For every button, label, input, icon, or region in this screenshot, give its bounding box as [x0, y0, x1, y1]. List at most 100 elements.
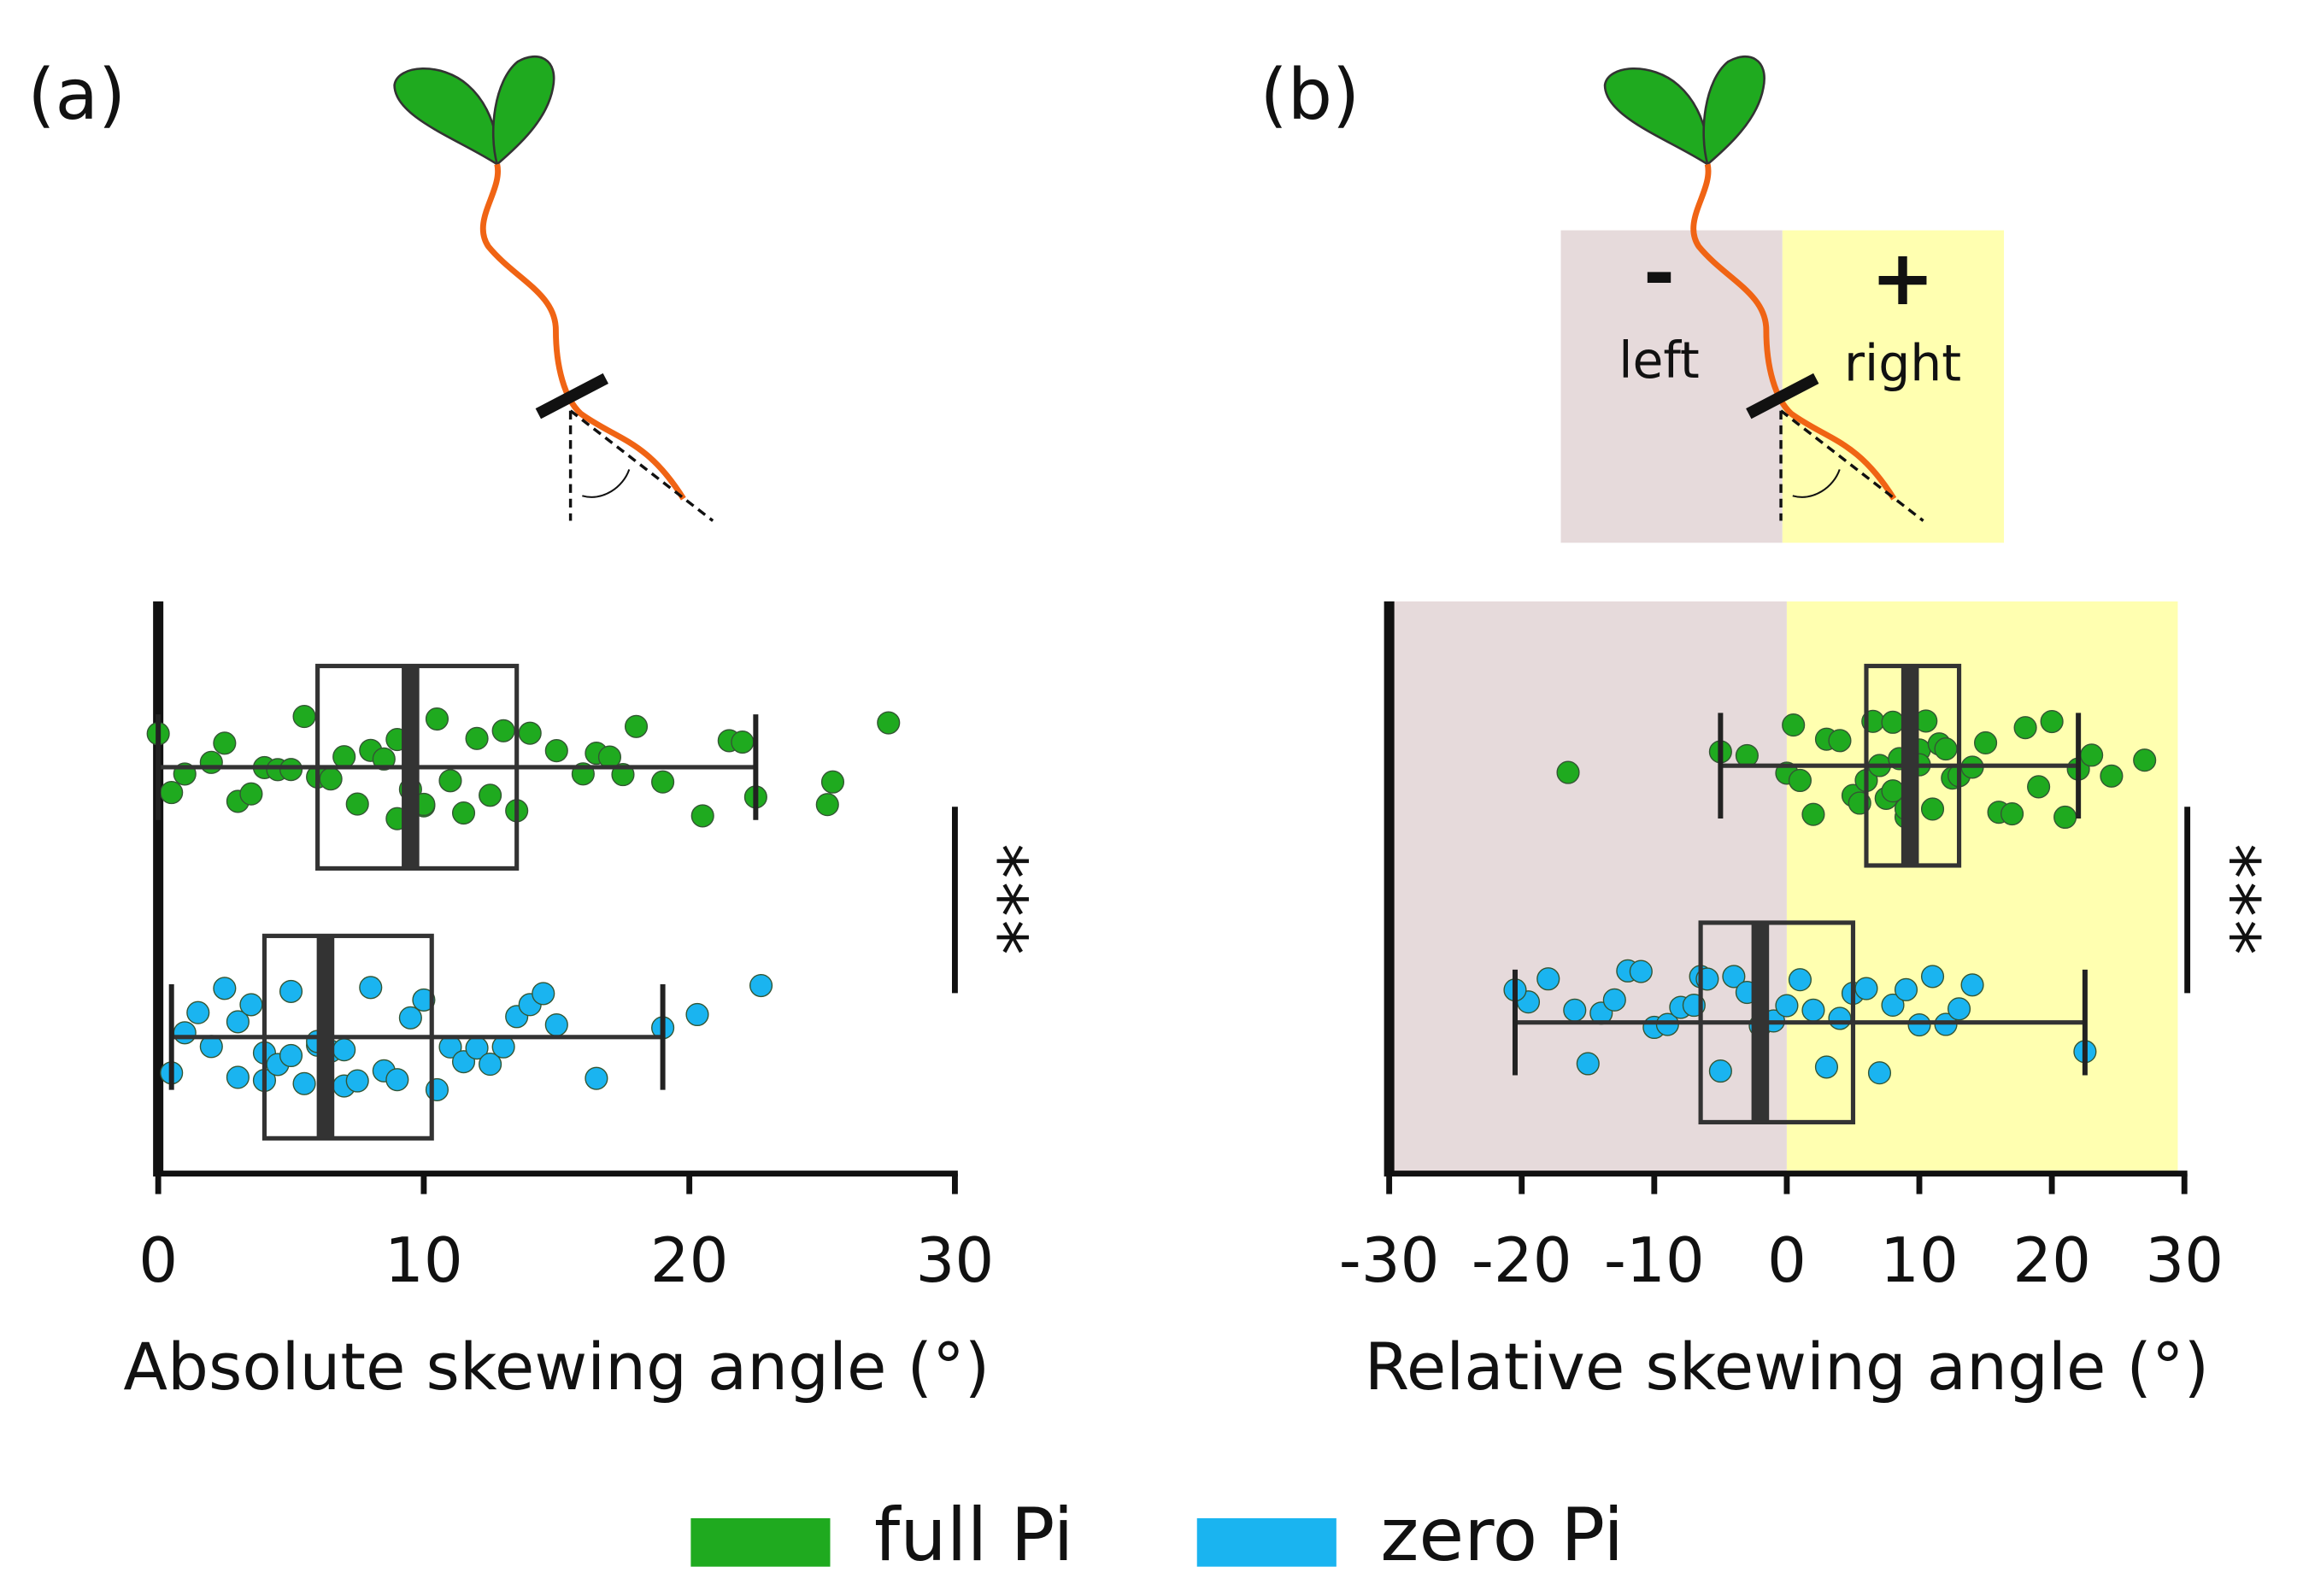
data-point	[438, 769, 462, 793]
inset-right-bg	[1782, 230, 2005, 543]
data-point	[1934, 737, 1958, 761]
region	[1786, 601, 2178, 1174]
x-tick-label: 20	[2012, 1225, 2091, 1297]
inset-label: left	[1619, 332, 1700, 390]
x-tick-label: 30	[2145, 1225, 2224, 1297]
median	[402, 666, 420, 869]
legend-label: zero Pi	[1380, 1493, 1624, 1578]
data-point	[1536, 967, 1560, 991]
data-point	[491, 719, 515, 742]
x-axis-label: Relative skewing angle (°)	[1365, 1329, 2209, 1405]
x-tick-label: -20	[1472, 1225, 1572, 1297]
data-point	[585, 1066, 608, 1090]
panel-label: (a)	[27, 55, 126, 136]
data-point	[2027, 775, 2051, 799]
data-point	[1735, 743, 1759, 767]
data-point	[1788, 768, 1812, 793]
data-point	[1801, 802, 1825, 826]
data-point	[2080, 743, 2104, 767]
data-point	[345, 1069, 369, 1093]
data-point	[160, 781, 184, 805]
data-point	[1907, 1012, 1931, 1037]
data-point	[2100, 764, 2124, 788]
data-point	[279, 758, 303, 782]
x-tick-label: 10	[385, 1225, 463, 1297]
data-point	[624, 714, 649, 738]
data-point	[1881, 710, 1905, 734]
data-point	[1828, 729, 1852, 753]
data-point	[292, 705, 316, 729]
data-point	[425, 1077, 449, 1102]
x-tick-label: -10	[1604, 1225, 1705, 1297]
data-point	[2053, 805, 2077, 830]
data-point	[332, 745, 356, 769]
data-point	[749, 973, 773, 998]
data-point	[518, 721, 542, 745]
seedling	[393, 55, 714, 522]
data-point	[425, 707, 449, 731]
data-point	[292, 1071, 316, 1095]
data-point	[1867, 1061, 1892, 1085]
data-point	[2013, 716, 2037, 740]
box	[1698, 920, 1856, 1125]
x-tick-label: 20	[650, 1225, 729, 1297]
data-point	[1920, 797, 1945, 821]
region	[1389, 601, 1787, 1174]
data-point	[1814, 1055, 1839, 1079]
x-tick-label: 30	[916, 1225, 995, 1297]
panel-label: (b)	[1260, 55, 1360, 136]
data-point	[319, 767, 343, 791]
data-point	[398, 1006, 422, 1030]
data-point	[1881, 993, 1905, 1018]
data-point	[2000, 801, 2024, 826]
data-point	[213, 977, 237, 1000]
data-point	[1947, 997, 1971, 1021]
significance: ***	[960, 843, 1041, 958]
median	[316, 936, 335, 1139]
data-point	[544, 739, 568, 763]
data-point	[173, 1021, 197, 1045]
inset-sign: -	[1643, 230, 1675, 319]
data-point	[465, 726, 489, 750]
data-point	[1629, 959, 1653, 983]
inset-sign: +	[1871, 234, 1935, 323]
data-point	[479, 1053, 502, 1077]
data-point	[279, 1043, 303, 1068]
data-point	[372, 747, 396, 771]
data-point	[479, 783, 502, 807]
data-point	[1894, 977, 1918, 1001]
x-axis-label: Absolute skewing angle (°)	[123, 1329, 990, 1405]
seedling	[1603, 55, 1924, 522]
data-point	[345, 792, 369, 816]
data-point	[239, 782, 263, 806]
significance: ***	[2192, 843, 2273, 958]
data-point	[186, 1000, 210, 1024]
data-point	[226, 1010, 250, 1034]
data-point	[815, 793, 839, 817]
data-point	[359, 976, 383, 1000]
data-point	[1828, 1006, 1852, 1030]
data-point	[1881, 779, 1905, 803]
data-point	[279, 979, 303, 1003]
legend-swatch	[1196, 1518, 1337, 1567]
inset-left-bg	[1560, 230, 1783, 543]
legend-label: full Pi	[874, 1493, 1073, 1578]
median	[1901, 666, 1919, 865]
data-point	[1576, 1052, 1600, 1076]
data-point	[1602, 988, 1626, 1012]
median	[1751, 922, 1770, 1123]
legend-swatch	[690, 1518, 831, 1567]
data-point	[1782, 713, 1806, 737]
data-point	[651, 770, 675, 794]
data-point	[532, 982, 555, 1006]
data-point	[544, 1012, 568, 1037]
data-point	[1775, 994, 1799, 1018]
data-point	[1854, 977, 1878, 1000]
data-point	[199, 750, 223, 774]
data-point	[332, 1038, 356, 1062]
data-point	[1708, 1059, 1732, 1083]
inset-label: right	[1844, 334, 1961, 392]
data-point	[690, 804, 714, 828]
data-point	[412, 988, 436, 1012]
